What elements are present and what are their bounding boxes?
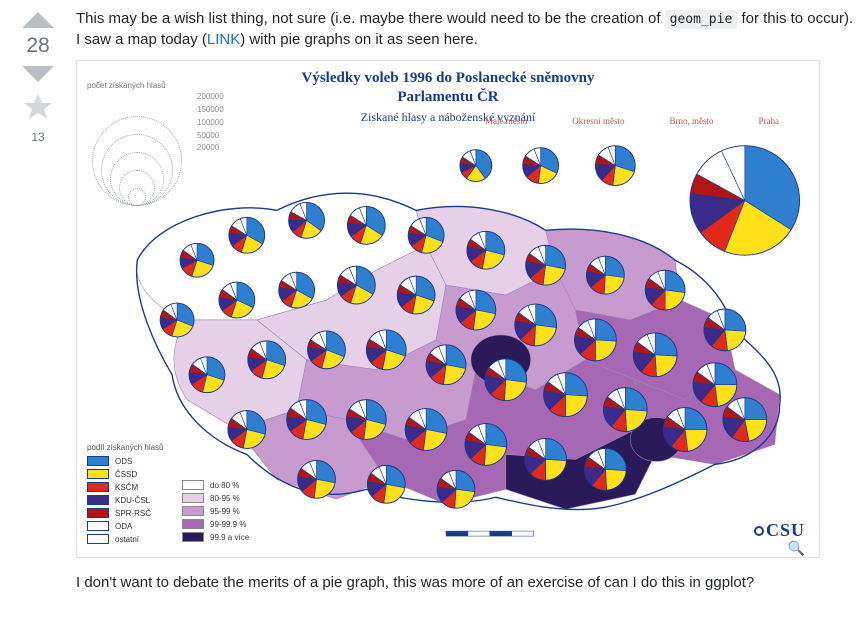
favorite-count: 13 bbox=[31, 130, 44, 144]
post-content: This may be a wish list thing, not sure … bbox=[76, 8, 856, 603]
csu-logo: CSU bbox=[754, 520, 805, 541]
size-legend: počet získaných hlasů 200000150000100000… bbox=[87, 81, 237, 206]
upvote-button[interactable] bbox=[20, 10, 56, 30]
density-legend: do 80 %80-95 %95-99 %99-99.9 %99.9 a víc… bbox=[182, 480, 249, 545]
vote-score: 28 bbox=[26, 34, 49, 58]
map-figure: Výsledky voleb 1996 do Poslanecké sněmov… bbox=[76, 60, 820, 558]
city-labels: Malé městoOkresní městoBrno, městoPraha bbox=[485, 116, 779, 126]
post-body: This may be a wish list thing, not sure … bbox=[76, 8, 856, 50]
paragraph-1: This may be a wish list thing, not sure … bbox=[76, 8, 856, 50]
magnify-icon: 🔍 bbox=[788, 540, 805, 557]
qa-post: 28 13 This may be a wish list thing, not… bbox=[8, 8, 856, 603]
favorite-button[interactable] bbox=[23, 92, 53, 126]
party-color-legend: podíl získaných hlasůODSČSSDKSČMKDU-ČSLS… bbox=[87, 443, 164, 547]
paragraph-2: I don't want to debate the merits of a p… bbox=[76, 572, 856, 593]
downvote-button[interactable] bbox=[20, 64, 56, 84]
vote-column: 28 13 bbox=[8, 8, 68, 144]
post-body-2: I don't want to debate the merits of a p… bbox=[76, 572, 856, 593]
source-link[interactable]: LINK bbox=[207, 31, 240, 48]
code-geom-pie: geom_pie bbox=[665, 10, 738, 29]
